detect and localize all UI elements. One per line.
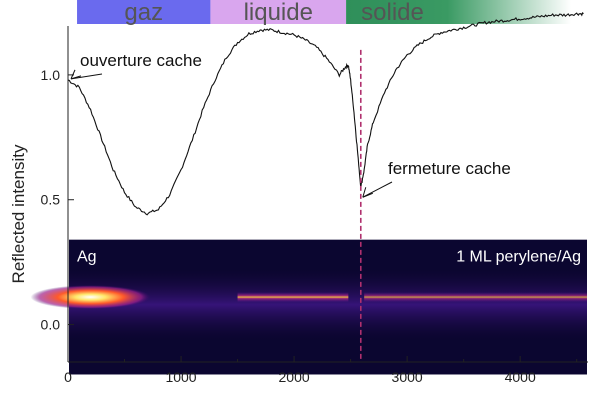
y-axis-title: Reflected intensity xyxy=(9,144,28,283)
annotation-arrow-open xyxy=(70,73,103,80)
annotation-shutter-open: ouverture cache xyxy=(80,51,202,70)
y-tick-label: 0.0 xyxy=(41,317,61,333)
x-tick-label: 4000 xyxy=(505,369,536,385)
annotation-shutter-close: fermeture cache xyxy=(388,159,511,178)
phase-label-solide: solide xyxy=(361,0,424,26)
reflected-intensity-line xyxy=(68,11,584,216)
phase-segment-solide xyxy=(346,0,572,24)
phase-label-liquide: liquide xyxy=(244,0,313,26)
y-tick-label: 1.0 xyxy=(41,67,61,83)
x-tick-label: 2000 xyxy=(279,369,310,385)
inset-heatmap: Ag 1 ML perylene/Ag xyxy=(30,239,587,375)
y-ticks: 0.0 0.5 1.0 xyxy=(41,67,74,333)
annotation-arrowhead-close xyxy=(362,187,373,198)
x-tick-label: 0 xyxy=(64,369,72,385)
heatmap-hotspot xyxy=(30,285,151,310)
phase-label-gaz: gaz xyxy=(124,0,163,26)
y-tick-label: 0.5 xyxy=(41,192,61,208)
heatmap-haze xyxy=(69,269,587,340)
heatmap-label-perylene: 1 ML perylene/Ag xyxy=(456,249,581,266)
x-tick-label: 1000 xyxy=(165,369,196,385)
phase-segment-liquide xyxy=(210,0,347,24)
x-tick-label: 3000 xyxy=(392,369,423,385)
heatmap-label-ag: Ag xyxy=(77,249,97,266)
annotation-arrow-close xyxy=(362,181,393,198)
axes xyxy=(67,26,588,363)
annotation-arrowhead-open xyxy=(70,69,82,80)
heatmap-band-solid xyxy=(364,292,587,303)
heatmap-band-liquid xyxy=(237,292,349,303)
phase-segment-gaz xyxy=(77,0,211,24)
x-ticks: 0 1000 2000 3000 4000 xyxy=(64,356,578,385)
phase-bar: gaz liquide solide xyxy=(77,0,572,26)
annotations: ouverture cache fermeture cache xyxy=(70,51,511,198)
